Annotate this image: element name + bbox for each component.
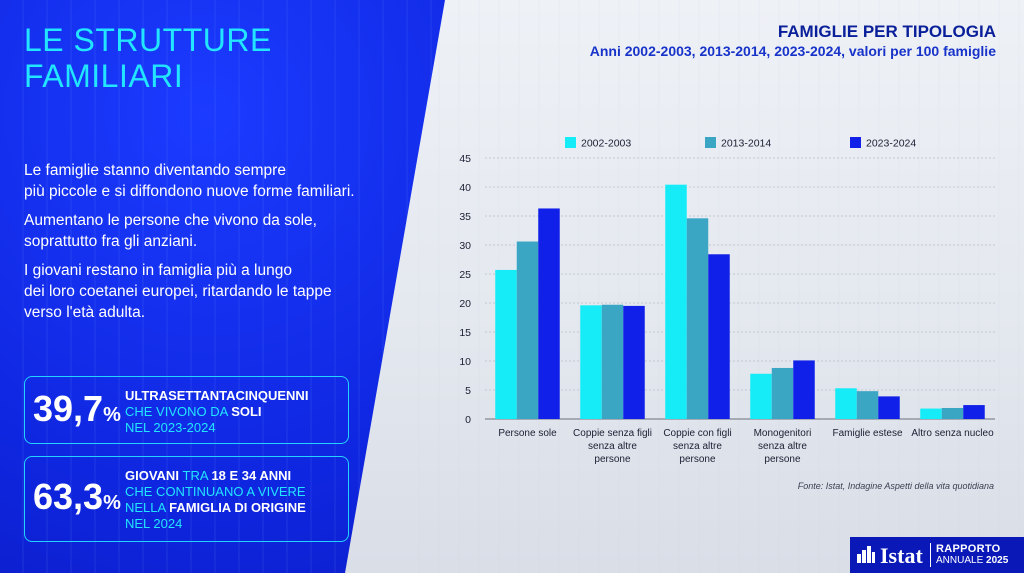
bar	[580, 305, 602, 419]
legend-swatch	[565, 137, 576, 148]
bar	[601, 304, 624, 419]
intro-p1-line1: Le famiglie stanno diventando sempre	[24, 162, 286, 179]
logo-annual: ANNUALE 2025	[936, 555, 1008, 566]
bar	[750, 373, 772, 419]
category-label: Monogenitori	[754, 428, 812, 439]
y-tick-label: 35	[459, 211, 471, 223]
category-label: persone	[764, 454, 801, 465]
intro-paragraph-1: Le famiglie stanno diventando sempre più…	[24, 160, 404, 202]
y-tick-label: 45	[459, 153, 471, 165]
y-tick-label: 20	[459, 298, 471, 310]
intro-p3-line1: I giovani restano in famiglia più a lung…	[24, 262, 292, 279]
stat-line: NELLA	[125, 500, 170, 515]
bar	[495, 269, 517, 419]
category-label: Famiglie estese	[832, 428, 902, 439]
logo-year: 2025	[986, 555, 1009, 566]
bar	[963, 405, 985, 419]
bar-chart: 0 5 10 15 20 25 30 35 40 45 Persone sole Coppie sen…	[459, 137, 995, 465]
legend-swatch	[850, 137, 861, 148]
category-label: persone	[594, 454, 631, 465]
legend-label: 2023-2024	[866, 138, 916, 150]
bar	[878, 396, 900, 419]
stat-description: ULTRASETTANTACINQUENNI CHE VIVONO DA SOL…	[125, 388, 308, 436]
source-note: Fonte: Istat, Indagine Aspetti della vit…	[797, 481, 994, 491]
y-tick-label: 40	[459, 182, 471, 194]
stat-line: TRA	[182, 468, 212, 483]
stat-line: CHE CONTINUANO A VIVERE	[125, 484, 306, 499]
legend-label: 2013-2014	[721, 138, 771, 150]
category-label: Altro senza nucleo	[911, 428, 994, 439]
category-label: senza altre	[758, 441, 807, 452]
intro-p3-line2: dei loro coetanei europei, ritardando le…	[24, 283, 332, 300]
y-tick-label: 0	[465, 414, 471, 426]
intro-text: Le famiglie stanno diventando sempre più…	[24, 160, 404, 331]
page-title-line-2: FAMILIARI	[24, 58, 184, 94]
stat-box-elderly-alone: 39,7% ULTRASETTANTACINQUENNI CHE VIVONO …	[24, 376, 349, 444]
bar	[835, 388, 857, 419]
stat-line-strong: SOLI	[231, 404, 262, 419]
category-label: Persone sole	[498, 428, 557, 439]
chart-title: FAMIGLIE PER TIPOLOGIA	[777, 22, 996, 41]
y-tick-label: 30	[459, 240, 471, 252]
stat-box-young-at-home: 63,3% GIOVANI TRA 18 E 34 ANNI CHE CONTI…	[24, 456, 349, 542]
logo-separator	[930, 543, 931, 567]
stat-value: 63,3%	[33, 479, 121, 521]
category-label: Coppie senza figli	[573, 428, 652, 439]
bar	[708, 254, 730, 419]
stat-number: 39,7	[33, 388, 104, 429]
chart-header: FAMIGLIE PER TIPOLOGIA Anni 2002-2003, 2…	[590, 22, 996, 60]
category-label: persone	[679, 454, 716, 465]
bar	[516, 241, 539, 419]
istat-logo: Istat RAPPORTO ANNUALE 2025	[850, 537, 1024, 573]
category-label: senza altre	[673, 441, 722, 452]
y-tick-label: 15	[459, 327, 471, 339]
bar	[793, 360, 815, 419]
page-title-line-1: LE STRUTTURE	[24, 22, 272, 58]
bar	[920, 408, 942, 419]
legend-label: 2002-2003	[581, 138, 631, 150]
intro-p2-line1: Aumentano le persone che vivono da sole,	[24, 212, 317, 229]
bar	[623, 305, 645, 419]
bar	[686, 218, 709, 419]
stat-unit: %	[103, 492, 121, 514]
bar	[665, 184, 687, 419]
legend-swatch	[705, 137, 716, 148]
category-label: Coppie con figli	[663, 428, 731, 439]
logo-report: RAPPORTO	[936, 543, 1001, 555]
intro-p1-line2: più piccole e si diffondono nuove forme …	[24, 183, 355, 200]
stat-line: NEL 2024	[125, 516, 183, 531]
istat-mark-icon	[857, 546, 875, 563]
bar	[856, 391, 879, 419]
intro-paragraph-3: I giovani restano in famiglia più a lung…	[24, 260, 404, 323]
intro-p2-line2: soprattutto fra gli anziani.	[24, 233, 198, 250]
stat-line-strong: GIOVANI	[125, 468, 183, 483]
intro-paragraph-2: Aumentano le persone che vivono da sole,…	[24, 210, 404, 252]
logo-annual-label: ANNUALE	[936, 555, 987, 566]
stat-number: 63,3	[33, 476, 104, 517]
y-tick-label: 10	[459, 356, 471, 368]
chart-subtitle: Anni 2002-2003, 2013-2014, 2023-2024, va…	[589, 43, 996, 59]
y-tick-label: 5	[465, 385, 471, 397]
intro-p3-line3: verso l'età adulta.	[24, 304, 146, 321]
stat-line: NEL 2023-2024	[125, 420, 216, 435]
stat-line: CHE VIVONO DA	[125, 404, 232, 419]
stat-line-strong: 18 E 34 ANNI	[211, 468, 292, 483]
bar	[538, 208, 560, 419]
stat-line: ULTRASETTANTACINQUENNI	[125, 388, 309, 403]
stat-line-strong: FAMIGLIA DI ORIGINE	[169, 500, 306, 515]
stat-value: 39,7%	[33, 391, 121, 433]
page-title: LE STRUTTURE FAMILIARI	[24, 22, 272, 94]
stat-unit: %	[103, 404, 121, 426]
stat-description: GIOVANI TRA 18 E 34 ANNI CHE CONTINUANO …	[125, 468, 306, 532]
y-tick-label: 25	[459, 269, 471, 281]
category-label: senza altre	[588, 441, 637, 452]
logo-name: Istat	[880, 543, 923, 568]
bar	[771, 367, 794, 419]
bar	[941, 407, 964, 419]
